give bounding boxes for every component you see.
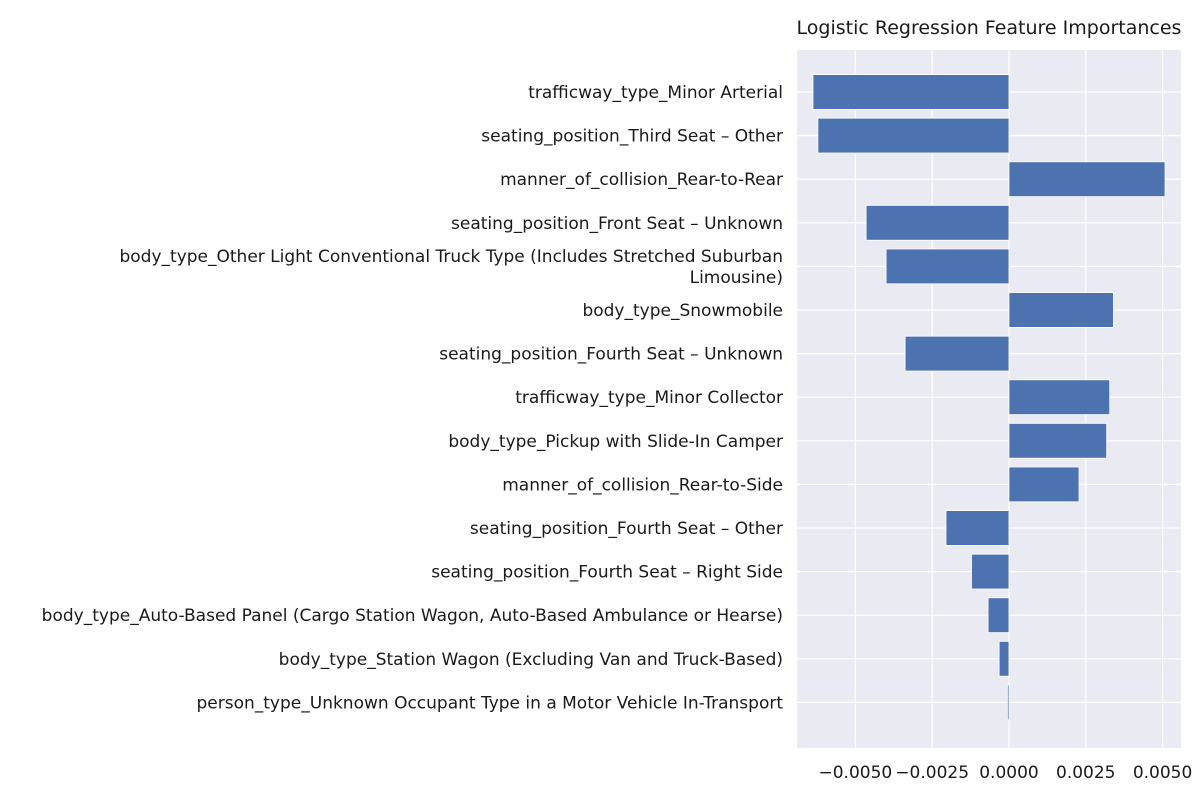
y-tick-label: person_type_Unknown Occupant Type in a M… (197, 693, 784, 713)
bar (1008, 466, 1080, 503)
bar (1008, 292, 1114, 328)
x-tick-label: 0.0000 (979, 763, 1038, 783)
y-tick-label: body_type_Other Light Conventional Truck… (119, 247, 783, 288)
y-tick-label: seating_position_Fourth Seat – Right Sid… (431, 563, 783, 583)
x-tick-label: 0.0025 (1056, 763, 1115, 783)
y-tick-label: seating_position_Third Seat – Other (481, 127, 783, 147)
y-tick-label: trafficway_type_Minor Collector (515, 388, 783, 408)
y-tick-label: body_type_Auto-Based Panel (Cargo Statio… (42, 606, 783, 626)
bar (1008, 422, 1108, 459)
y-tick-label: seating_position_Front Seat – Unknown (451, 214, 783, 234)
y-tick-label: seating_position_Fourth Seat – Other (470, 519, 783, 539)
bar (1008, 379, 1111, 415)
y-tick-labels: trafficway_type_Minor Arterial seating_po… (42, 83, 784, 713)
bar (945, 510, 1010, 546)
bar (812, 74, 1010, 110)
bar (971, 553, 1010, 590)
bar (1008, 161, 1166, 198)
y-tick-label: manner_of_collision_Rear-to-Rear (500, 170, 783, 190)
x-tick-label: 0.0050 (1133, 763, 1192, 783)
x-tick-labels: −0.0050 −0.0025 0.0000 0.0025 0.0050 (819, 763, 1193, 783)
bar (817, 117, 1010, 154)
bar (987, 597, 1010, 633)
bar (998, 641, 1010, 677)
y-tick-label: trafficway_type_Minor Arterial (528, 83, 783, 103)
bars (812, 74, 1166, 721)
plot-area (797, 50, 1181, 748)
bar (1007, 684, 1010, 721)
y-tick-label: seating_position_Fourth Seat – Unknown (439, 345, 783, 365)
x-tick-label: −0.0050 (819, 763, 893, 783)
y-tick-label: body_type_Snowmobile (582, 301, 783, 321)
bar (885, 248, 1010, 285)
bar (904, 335, 1010, 372)
chart-title: Logistic Regression Feature Importances (797, 17, 1182, 39)
y-tick-label: body_type_Station Wagon (Excluding Van a… (279, 650, 783, 670)
y-tick-label: body_type_Pickup with Slide-In Camper (448, 432, 783, 452)
y-tick-label: manner_of_collision_Rear-to-Side (502, 475, 783, 495)
bar (865, 204, 1010, 241)
x-tick-label: −0.0025 (895, 763, 969, 783)
